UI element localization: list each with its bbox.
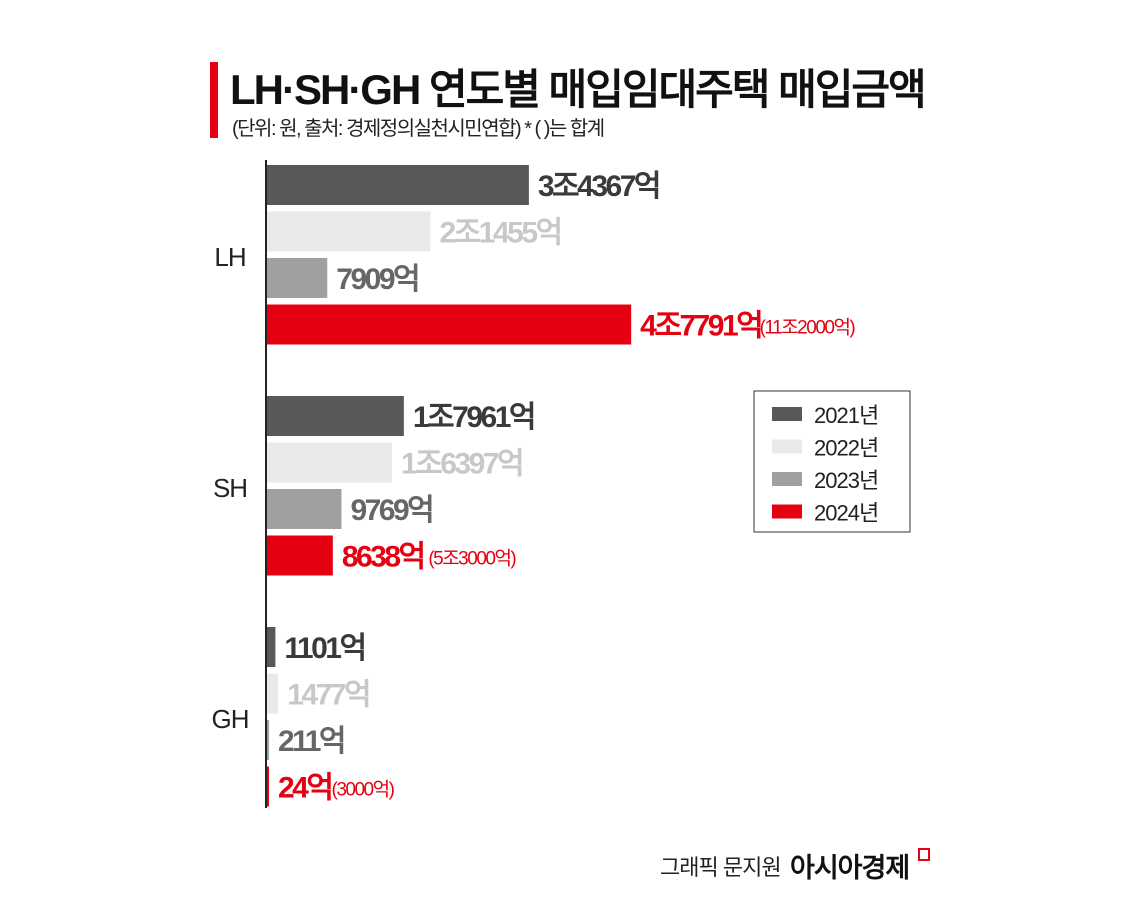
total-label: (11조2000억) bbox=[760, 317, 856, 339]
data-label: 1조6397억 bbox=[401, 448, 522, 481]
logo-mark-icon bbox=[918, 848, 930, 861]
data-label: 3조4367억 bbox=[538, 170, 659, 203]
data-label: 1조7961억 bbox=[413, 401, 534, 434]
legend-swatch-2024 bbox=[772, 504, 802, 519]
bar-sh-2022 bbox=[267, 442, 392, 483]
legend-swatch-2022 bbox=[772, 439, 802, 454]
chart-title: LH·SH·GH 연도별 매입임대주택 매입금액 bbox=[230, 66, 927, 113]
category-label-gh: GH bbox=[212, 704, 249, 734]
bar-sh-2023 bbox=[267, 489, 342, 529]
category-label-sh: SH bbox=[213, 473, 247, 503]
legend-swatch-2021 bbox=[772, 407, 802, 421]
bar-gh-2024 bbox=[267, 766, 269, 807]
bar-sh-2024 bbox=[267, 535, 333, 576]
publisher-logo: 아시아경제 bbox=[790, 853, 910, 883]
legend-swatch-2023 bbox=[772, 472, 802, 486]
category-label-lh: LH bbox=[214, 242, 245, 272]
bar-lh-2021 bbox=[267, 165, 529, 205]
data-label: 8638억 bbox=[342, 541, 424, 574]
bar-gh-2022 bbox=[267, 673, 279, 714]
data-label: 2조1455억 bbox=[439, 217, 560, 250]
data-label: 9769억 bbox=[350, 494, 432, 527]
data-label: 211억 bbox=[278, 725, 344, 758]
data-label: 4조7791억 bbox=[640, 310, 761, 343]
title-accent-bar bbox=[210, 62, 218, 138]
bar-gh-2023 bbox=[267, 720, 269, 760]
bar-lh-2023 bbox=[267, 258, 328, 298]
legend-label: 2022년 bbox=[814, 436, 878, 461]
graphic-credit: 그래픽 문지원 bbox=[660, 855, 782, 880]
data-label: 1101억 bbox=[284, 632, 364, 665]
legend-label: 2024년 bbox=[814, 501, 878, 526]
bar-sh-2021 bbox=[267, 396, 404, 436]
legend-label: 2023년 bbox=[814, 468, 878, 493]
data-label: 1477억 bbox=[287, 679, 369, 712]
legend-label: 2021년 bbox=[814, 403, 878, 428]
total-label: (5조3000억) bbox=[428, 548, 516, 570]
bar-lh-2022 bbox=[267, 211, 431, 252]
chart-subtitle: (단위: 원, 출처: 경제정의실천시민연합) * ( )는 합계 bbox=[232, 118, 605, 140]
bar-gh-2021 bbox=[267, 627, 276, 667]
total-label: (3000억) bbox=[332, 779, 395, 801]
bar-lh-2024 bbox=[267, 304, 632, 345]
data-label: 7909억 bbox=[336, 263, 418, 296]
data-label: 24억 bbox=[278, 772, 331, 805]
